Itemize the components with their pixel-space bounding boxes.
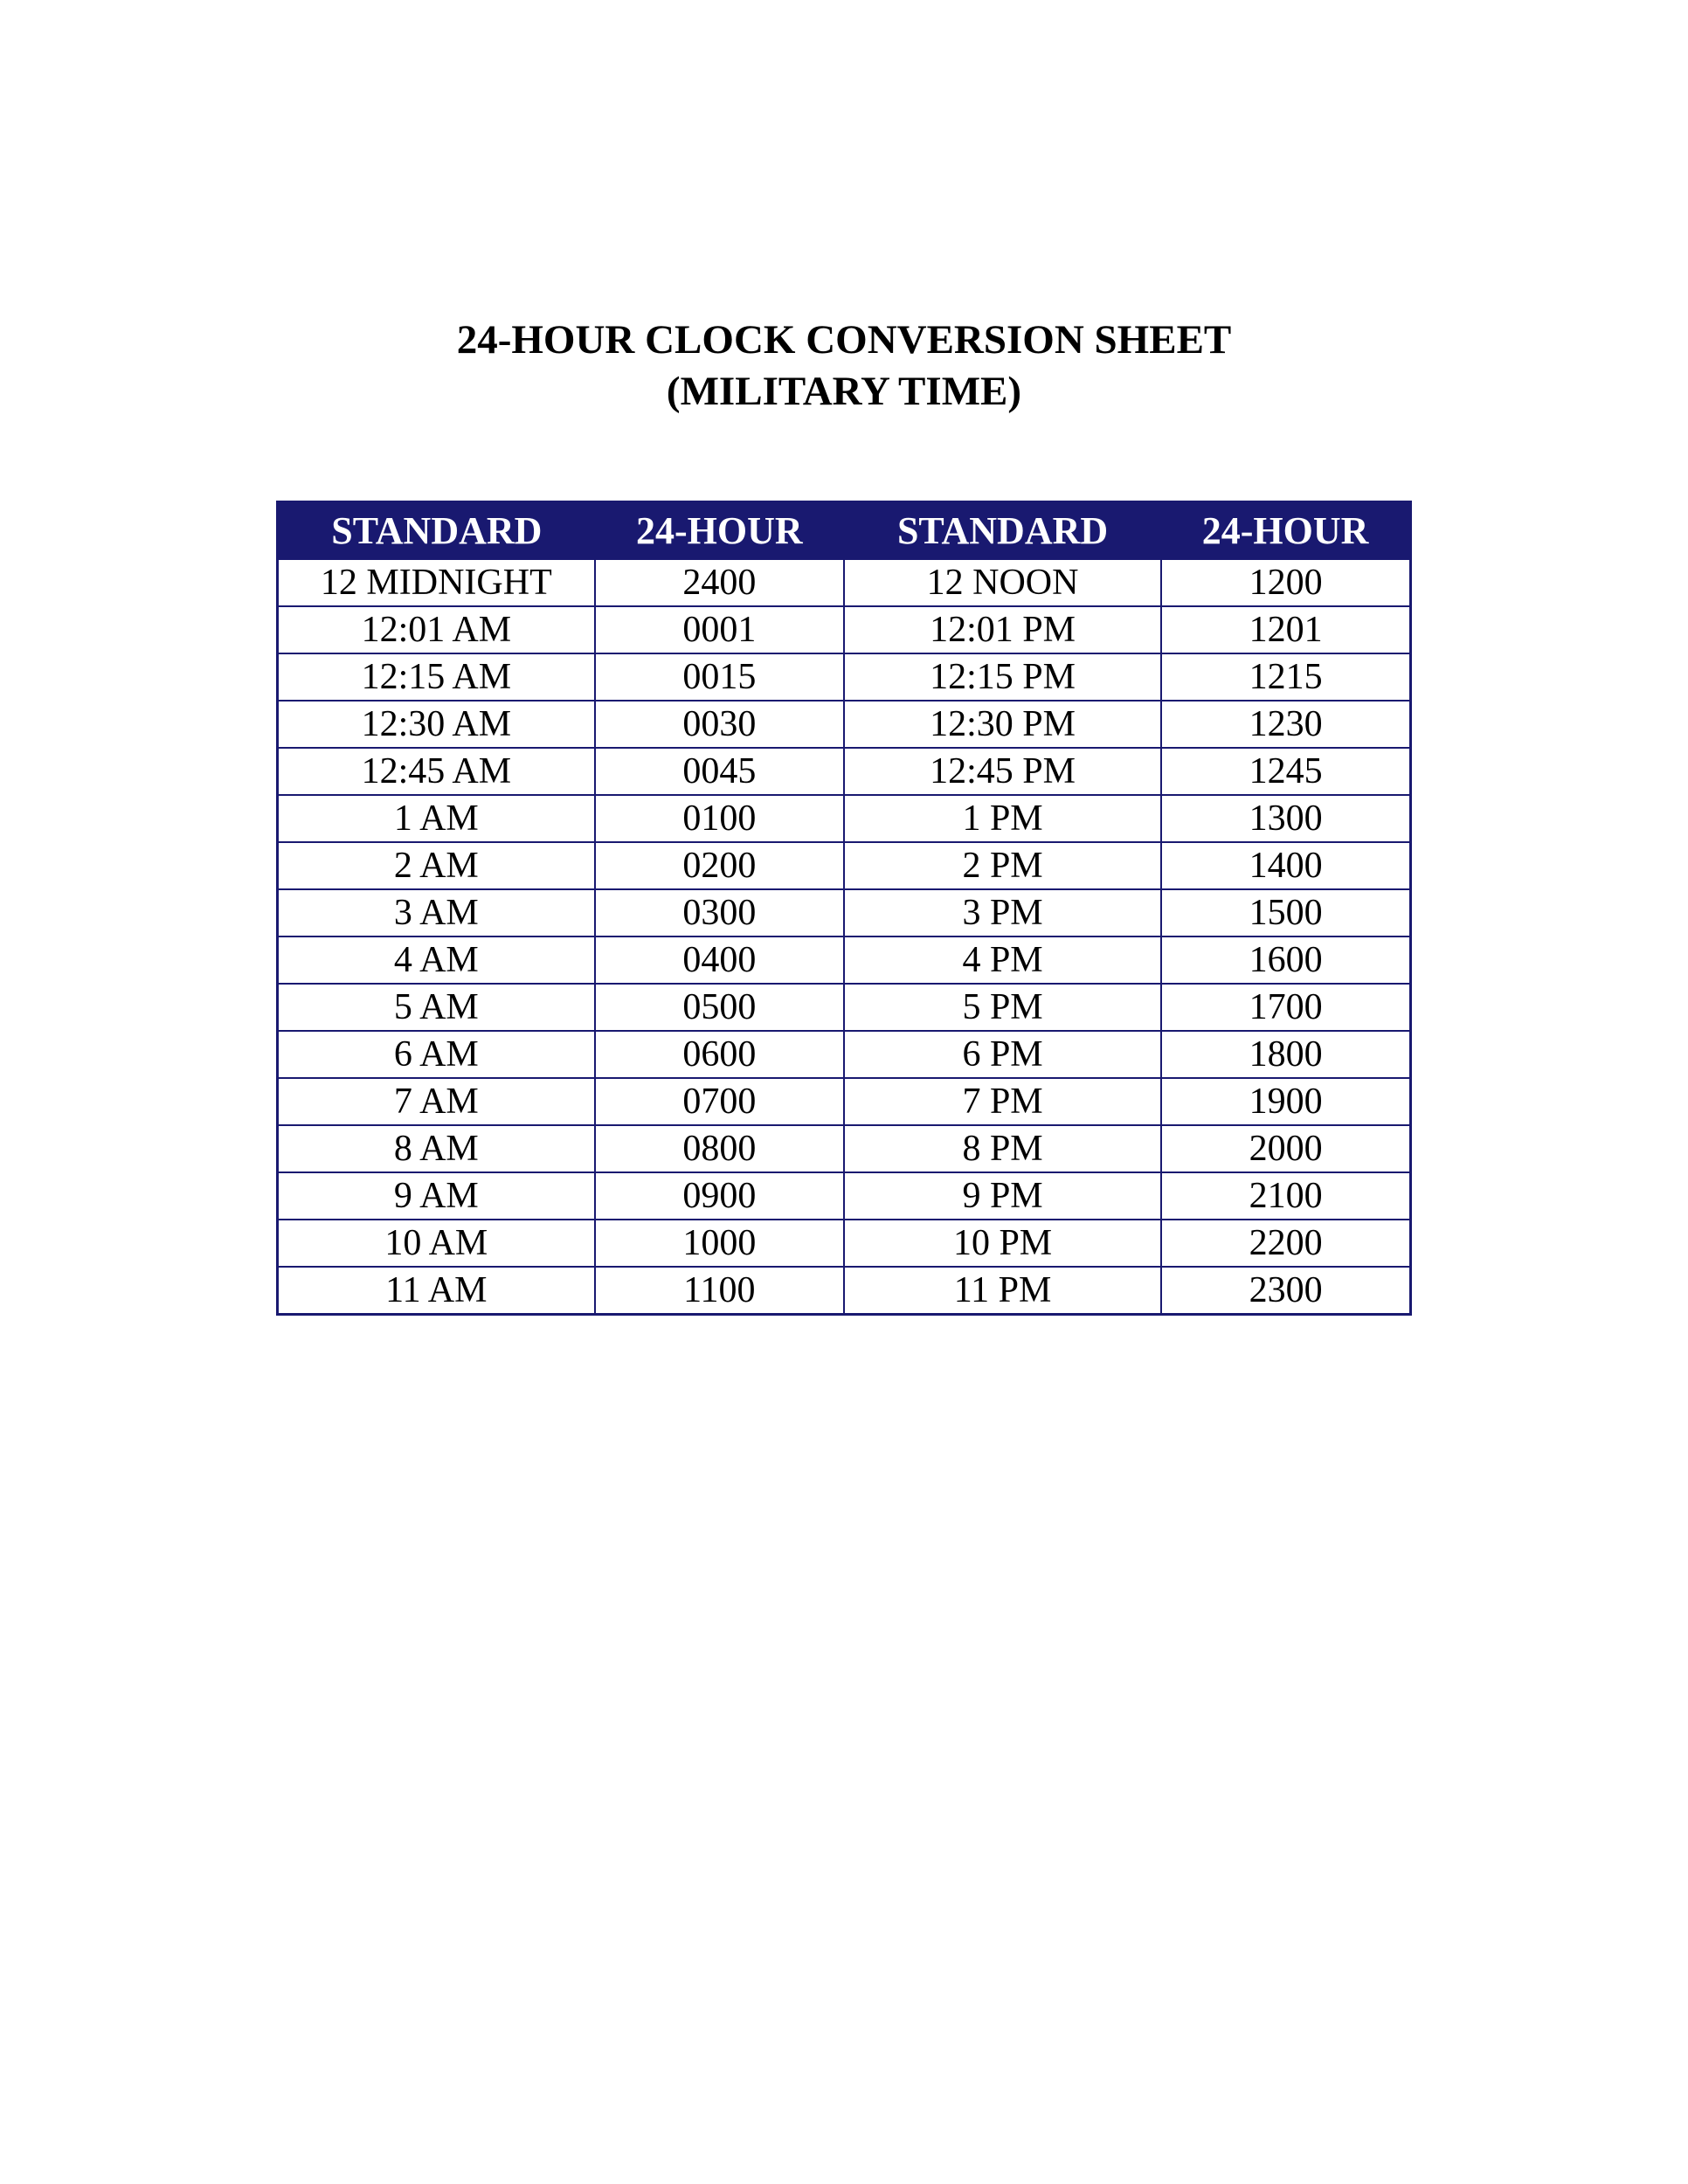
- table-cell: 2 AM: [278, 842, 595, 889]
- table-cell: 12:45 AM: [278, 748, 595, 795]
- table-cell: 12 MIDNIGHT: [278, 559, 595, 606]
- table-cell: 7 PM: [844, 1078, 1161, 1125]
- table-cell: 2400: [595, 559, 844, 606]
- table-row: 6 AM06006 PM1800: [278, 1031, 1411, 1078]
- table-row: 12:45 AM004512:45 PM1245: [278, 748, 1411, 795]
- table-cell: 2100: [1161, 1172, 1410, 1220]
- table-row: 5 AM05005 PM1700: [278, 984, 1411, 1031]
- table-body: 12 MIDNIGHT240012 NOON120012:01 AM000112…: [278, 559, 1411, 1315]
- table-cell: 0030: [595, 701, 844, 748]
- table-cell: 3 PM: [844, 889, 1161, 936]
- table-cell: 0900: [595, 1172, 844, 1220]
- table-row: 11 AM110011 PM2300: [278, 1267, 1411, 1315]
- table-cell: 11 PM: [844, 1267, 1161, 1315]
- table-cell: 0500: [595, 984, 844, 1031]
- table-cell: 0100: [595, 795, 844, 842]
- table-row: 10 AM100010 PM2200: [278, 1220, 1411, 1267]
- table-cell: 1 PM: [844, 795, 1161, 842]
- table-cell: 6 AM: [278, 1031, 595, 1078]
- table-cell: 7 AM: [278, 1078, 595, 1125]
- table-row: 3 AM03003 PM1500: [278, 889, 1411, 936]
- table-cell: 1300: [1161, 795, 1410, 842]
- table-cell: 0700: [595, 1078, 844, 1125]
- title-block: 24-HOUR CLOCK CONVERSION SHEET (MILITARY…: [276, 314, 1412, 418]
- table-cell: 1900: [1161, 1078, 1410, 1125]
- table-cell: 1600: [1161, 936, 1410, 984]
- table-cell: 0200: [595, 842, 844, 889]
- table-cell: 0300: [595, 889, 844, 936]
- table-row: 12:15 AM001512:15 PM1215: [278, 653, 1411, 701]
- title-line-1: 24-HOUR CLOCK CONVERSION SHEET: [276, 314, 1412, 366]
- header-cell: 24-HOUR: [595, 501, 844, 559]
- header-cell: STANDARD: [844, 501, 1161, 559]
- table-cell: 12:30 AM: [278, 701, 595, 748]
- table-cell: 0400: [595, 936, 844, 984]
- header-row: STANDARD 24-HOUR STANDARD 24-HOUR: [278, 501, 1411, 559]
- table-row: 8 AM08008 PM2000: [278, 1125, 1411, 1172]
- table-cell: 1215: [1161, 653, 1410, 701]
- table-cell: 8 PM: [844, 1125, 1161, 1172]
- table-row: 12 MIDNIGHT240012 NOON1200: [278, 559, 1411, 606]
- table-cell: 12:15 PM: [844, 653, 1161, 701]
- table-cell: 4 PM: [844, 936, 1161, 984]
- table-cell: 11 AM: [278, 1267, 595, 1315]
- table-cell: 0001: [595, 606, 844, 653]
- table-row: 1 AM01001 PM1300: [278, 795, 1411, 842]
- table-cell: 12:45 PM: [844, 748, 1161, 795]
- table-cell: 12:15 AM: [278, 653, 595, 701]
- table-cell: 1100: [595, 1267, 844, 1315]
- table-row: 12:30 AM003012:30 PM1230: [278, 701, 1411, 748]
- table-row: 4 AM04004 PM1600: [278, 936, 1411, 984]
- header-cell: STANDARD: [278, 501, 595, 559]
- table-cell: 1400: [1161, 842, 1410, 889]
- table-cell: 1201: [1161, 606, 1410, 653]
- table-cell: 9 PM: [844, 1172, 1161, 1220]
- table-cell: 1230: [1161, 701, 1410, 748]
- table-row: 12:01 AM000112:01 PM1201: [278, 606, 1411, 653]
- table-cell: 12:30 PM: [844, 701, 1161, 748]
- table-cell: 1 AM: [278, 795, 595, 842]
- table-cell: 6 PM: [844, 1031, 1161, 1078]
- table-cell: 3 AM: [278, 889, 595, 936]
- table-cell: 1245: [1161, 748, 1410, 795]
- table-cell: 2000: [1161, 1125, 1410, 1172]
- table-cell: 1200: [1161, 559, 1410, 606]
- table-cell: 10 AM: [278, 1220, 595, 1267]
- table-cell: 2200: [1161, 1220, 1410, 1267]
- conversion-table: STANDARD 24-HOUR STANDARD 24-HOUR 12 MID…: [276, 501, 1412, 1316]
- table-cell: 5 PM: [844, 984, 1161, 1031]
- table-cell: 0600: [595, 1031, 844, 1078]
- table-cell: 0015: [595, 653, 844, 701]
- table-cell: 8 AM: [278, 1125, 595, 1172]
- table-header: STANDARD 24-HOUR STANDARD 24-HOUR: [278, 501, 1411, 559]
- table-cell: 1000: [595, 1220, 844, 1267]
- table-row: 2 AM02002 PM1400: [278, 842, 1411, 889]
- table-cell: 1500: [1161, 889, 1410, 936]
- table-cell: 12:01 AM: [278, 606, 595, 653]
- table-row: 9 AM09009 PM2100: [278, 1172, 1411, 1220]
- table-cell: 1800: [1161, 1031, 1410, 1078]
- table-cell: 12 NOON: [844, 559, 1161, 606]
- table-cell: 12:01 PM: [844, 606, 1161, 653]
- table-cell: 10 PM: [844, 1220, 1161, 1267]
- table-cell: 9 AM: [278, 1172, 595, 1220]
- page-container: 24-HOUR CLOCK CONVERSION SHEET (MILITARY…: [276, 314, 1412, 1316]
- table-cell: 5 AM: [278, 984, 595, 1031]
- table-cell: 4 AM: [278, 936, 595, 984]
- table-cell: 2300: [1161, 1267, 1410, 1315]
- title-line-2: (MILITARY TIME): [276, 366, 1412, 418]
- table-cell: 0045: [595, 748, 844, 795]
- header-cell: 24-HOUR: [1161, 501, 1410, 559]
- table-cell: 2 PM: [844, 842, 1161, 889]
- table-row: 7 AM07007 PM1900: [278, 1078, 1411, 1125]
- table-cell: 1700: [1161, 984, 1410, 1031]
- table-cell: 0800: [595, 1125, 844, 1172]
